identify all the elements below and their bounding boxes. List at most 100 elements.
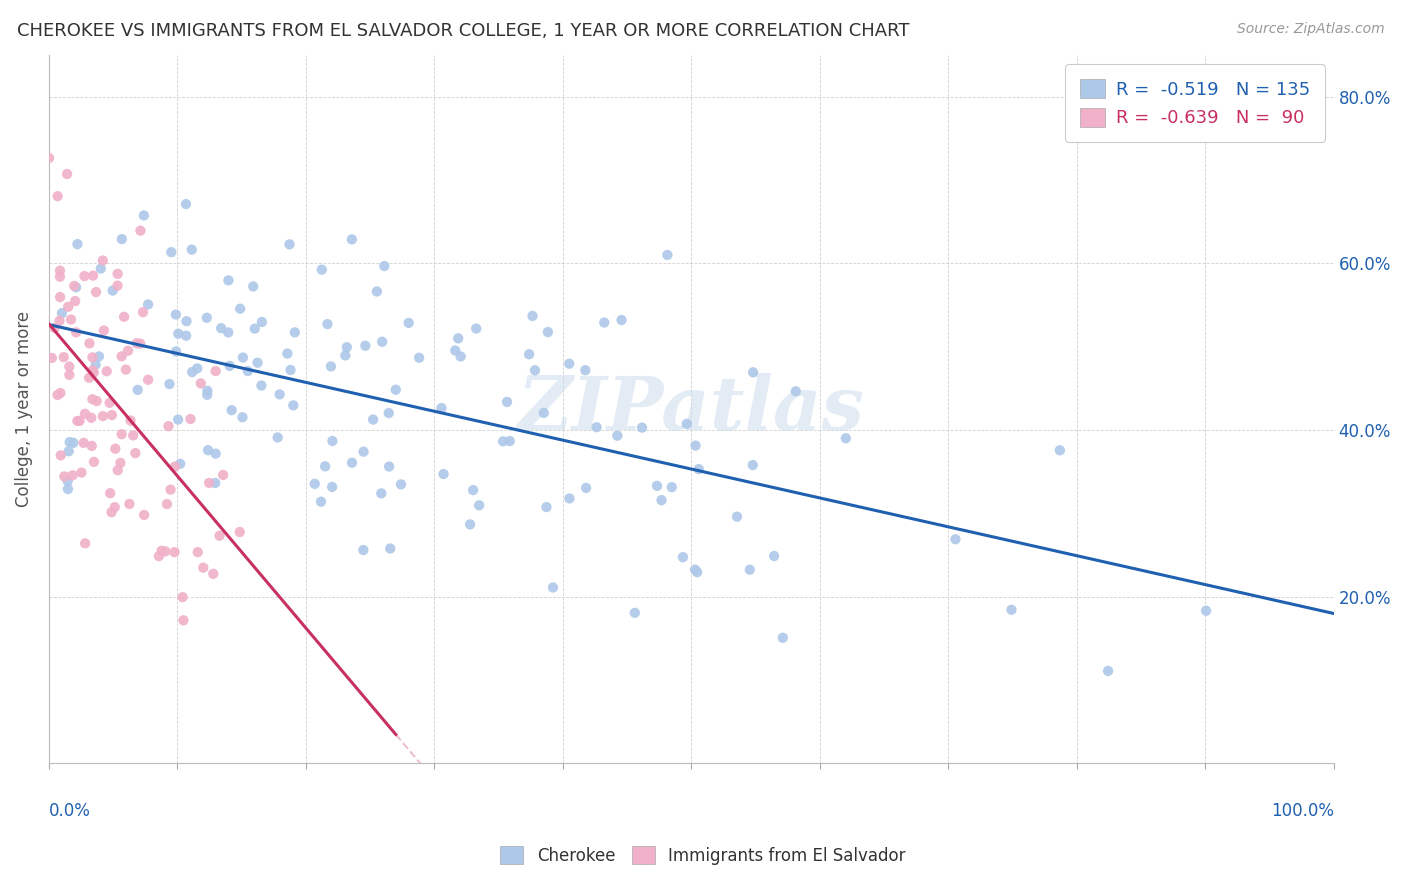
Point — [107, 463, 129, 477]
Point — [280, 363, 302, 377]
Point — [51, 306, 73, 320]
Point — [212, 467, 235, 482]
Point — [585, 420, 607, 434]
Point — [115, 362, 138, 376]
Point — [533, 406, 555, 420]
Point — [186, 361, 208, 376]
Point — [593, 316, 616, 330]
Point — [835, 431, 858, 445]
Point — [197, 384, 219, 398]
Point — [314, 459, 336, 474]
Point — [558, 357, 581, 371]
Point — [122, 428, 145, 442]
Point — [58, 368, 80, 382]
Point — [522, 309, 544, 323]
Point — [354, 339, 377, 353]
Point — [686, 565, 709, 579]
Point — [389, 477, 412, 491]
Y-axis label: College, 1 year or more: College, 1 year or more — [15, 311, 32, 508]
Point — [111, 349, 134, 363]
Point — [129, 336, 152, 351]
Point — [172, 590, 194, 604]
Point — [65, 280, 87, 294]
Point — [243, 321, 266, 335]
Point — [63, 279, 86, 293]
Point — [624, 606, 647, 620]
Text: 0.0%: 0.0% — [49, 802, 91, 820]
Point — [672, 550, 695, 565]
Point — [321, 480, 343, 494]
Point — [657, 248, 679, 262]
Point — [163, 459, 186, 474]
Point — [217, 326, 239, 340]
Point — [82, 351, 104, 365]
Point — [159, 483, 181, 497]
Point — [311, 262, 333, 277]
Point — [96, 364, 118, 378]
Point — [100, 505, 122, 519]
Point — [204, 475, 226, 490]
Point — [319, 359, 342, 374]
Legend: Cherokee, Immigrants from El Salvador: Cherokee, Immigrants from El Salvador — [492, 838, 914, 873]
Point — [77, 371, 100, 385]
Point — [167, 326, 190, 341]
Point — [190, 376, 212, 391]
Point — [340, 456, 363, 470]
Point — [172, 613, 194, 627]
Point — [385, 383, 408, 397]
Point — [309, 494, 332, 508]
Point — [83, 455, 105, 469]
Point — [398, 316, 420, 330]
Point — [558, 491, 581, 506]
Point — [59, 435, 82, 450]
Point — [165, 308, 187, 322]
Point — [129, 224, 152, 238]
Point — [193, 560, 215, 574]
Point — [631, 420, 654, 434]
Point — [82, 392, 104, 407]
Point — [120, 413, 142, 427]
Point — [59, 312, 82, 326]
Point — [250, 315, 273, 329]
Point — [82, 268, 104, 283]
Point — [104, 442, 127, 456]
Point — [430, 401, 453, 416]
Point — [366, 285, 388, 299]
Point — [49, 449, 72, 463]
Point — [304, 476, 326, 491]
Point — [46, 388, 69, 402]
Point — [738, 563, 761, 577]
Point — [52, 350, 75, 364]
Point — [772, 631, 794, 645]
Point — [155, 544, 177, 558]
Point — [447, 331, 470, 345]
Point — [56, 300, 79, 314]
Point — [610, 313, 633, 327]
Point — [574, 363, 596, 377]
Point — [104, 500, 127, 515]
Point — [159, 377, 181, 392]
Point — [66, 237, 89, 252]
Point — [377, 406, 399, 420]
Point — [229, 301, 252, 316]
Point — [496, 395, 519, 409]
Point — [174, 328, 197, 343]
Point — [165, 344, 187, 359]
Point — [174, 197, 197, 211]
Point — [231, 410, 253, 425]
Point — [118, 497, 141, 511]
Point — [132, 209, 155, 223]
Point — [458, 517, 481, 532]
Point — [236, 364, 259, 378]
Point — [84, 285, 107, 299]
Point — [56, 167, 79, 181]
Point — [276, 346, 298, 360]
Point — [91, 409, 114, 423]
Point — [44, 321, 66, 335]
Point — [361, 412, 384, 426]
Point — [742, 365, 765, 379]
Point — [73, 435, 96, 450]
Point — [132, 305, 155, 319]
Point — [228, 524, 250, 539]
Point — [316, 317, 339, 331]
